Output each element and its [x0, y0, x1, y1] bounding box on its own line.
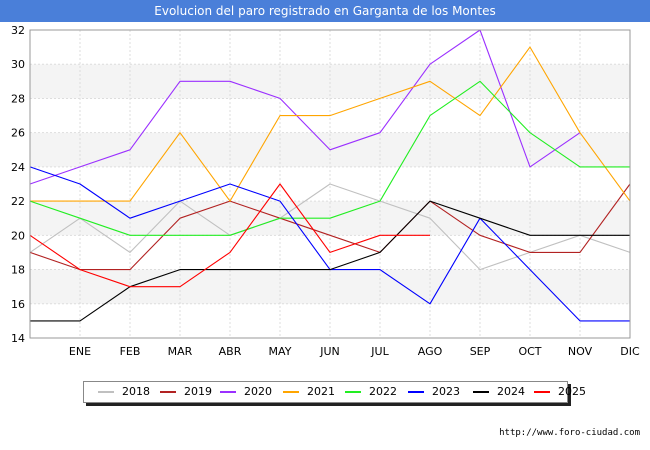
x-tick-label: ABR [219, 345, 242, 358]
legend-swatch [534, 391, 550, 393]
x-axis-ticks: ENE FEB MAR ABR MAY JUN JUL AGO SEP OCT NOV DIC [69, 345, 640, 358]
y-tick-label: 16 [11, 298, 25, 311]
x-tick-label: JUN [319, 345, 340, 358]
plot-border [29, 29, 631, 339]
title-bar [0, 0, 650, 22]
legend-swatch [408, 391, 424, 393]
footer-url: http://www.foro-ciudad.com [499, 428, 640, 438]
series-line-2022 [29, 80, 630, 236]
series-line-2021 [30, 46, 631, 202]
x-tick-label: AGO [418, 345, 443, 358]
legend-label: 2022 [369, 385, 397, 398]
legend-label: 2025 [558, 385, 586, 398]
legend-swatch [283, 391, 299, 393]
x-tick-label: MAY [269, 345, 292, 358]
legend-swatch [473, 391, 489, 393]
legend-swatch [220, 391, 236, 393]
legend-label: 2024 [497, 385, 525, 398]
y-tick-label: 24 [11, 161, 25, 174]
series-line-2025 [29, 183, 430, 288]
legend-label: 2021 [307, 385, 335, 398]
y-tick-label: 30 [11, 58, 25, 71]
x-tick-label: ENE [69, 345, 91, 358]
x-tick-label: OCT [518, 345, 541, 358]
plot-band [30, 303, 630, 338]
plot-frame [29, 29, 631, 339]
legend-swatch [160, 391, 176, 393]
x-tick-label: NOV [568, 345, 593, 358]
y-tick-label: 20 [11, 229, 25, 242]
series-line-2019 [29, 183, 631, 271]
x-tick-label: MAR [168, 345, 193, 358]
x-tick-label: FEB [120, 345, 141, 358]
y-tick-label: 22 [11, 195, 25, 208]
legend-label: 2019 [184, 385, 212, 398]
series-line-2020 [29, 29, 581, 185]
x-tick-label: JUL [370, 345, 389, 358]
legend-swatch [98, 391, 114, 393]
y-axis-ticks: 14 16 18 20 22 24 26 28 30 32 [11, 24, 25, 345]
y-tick-label: 32 [11, 24, 25, 37]
series-lines [29, 29, 631, 322]
legend-label: 2020 [244, 385, 272, 398]
y-tick-label: 14 [11, 332, 25, 345]
chart-title: Evolucion del paro registrado en Gargant… [154, 4, 496, 18]
legend-swatch [345, 391, 361, 393]
x-tick-label: SEP [470, 345, 491, 358]
y-tick-label: 26 [11, 127, 25, 140]
legend: 2018 2019 2020 2021 2022 2023 2024 2025 [83, 381, 586, 403]
plot-band [30, 64, 630, 99]
legend-label: 2023 [432, 385, 460, 398]
legend-label: 2018 [122, 385, 150, 398]
y-tick-label: 18 [11, 264, 25, 277]
y-tick-label: 28 [11, 92, 25, 105]
x-tick-label: DIC [620, 345, 640, 358]
